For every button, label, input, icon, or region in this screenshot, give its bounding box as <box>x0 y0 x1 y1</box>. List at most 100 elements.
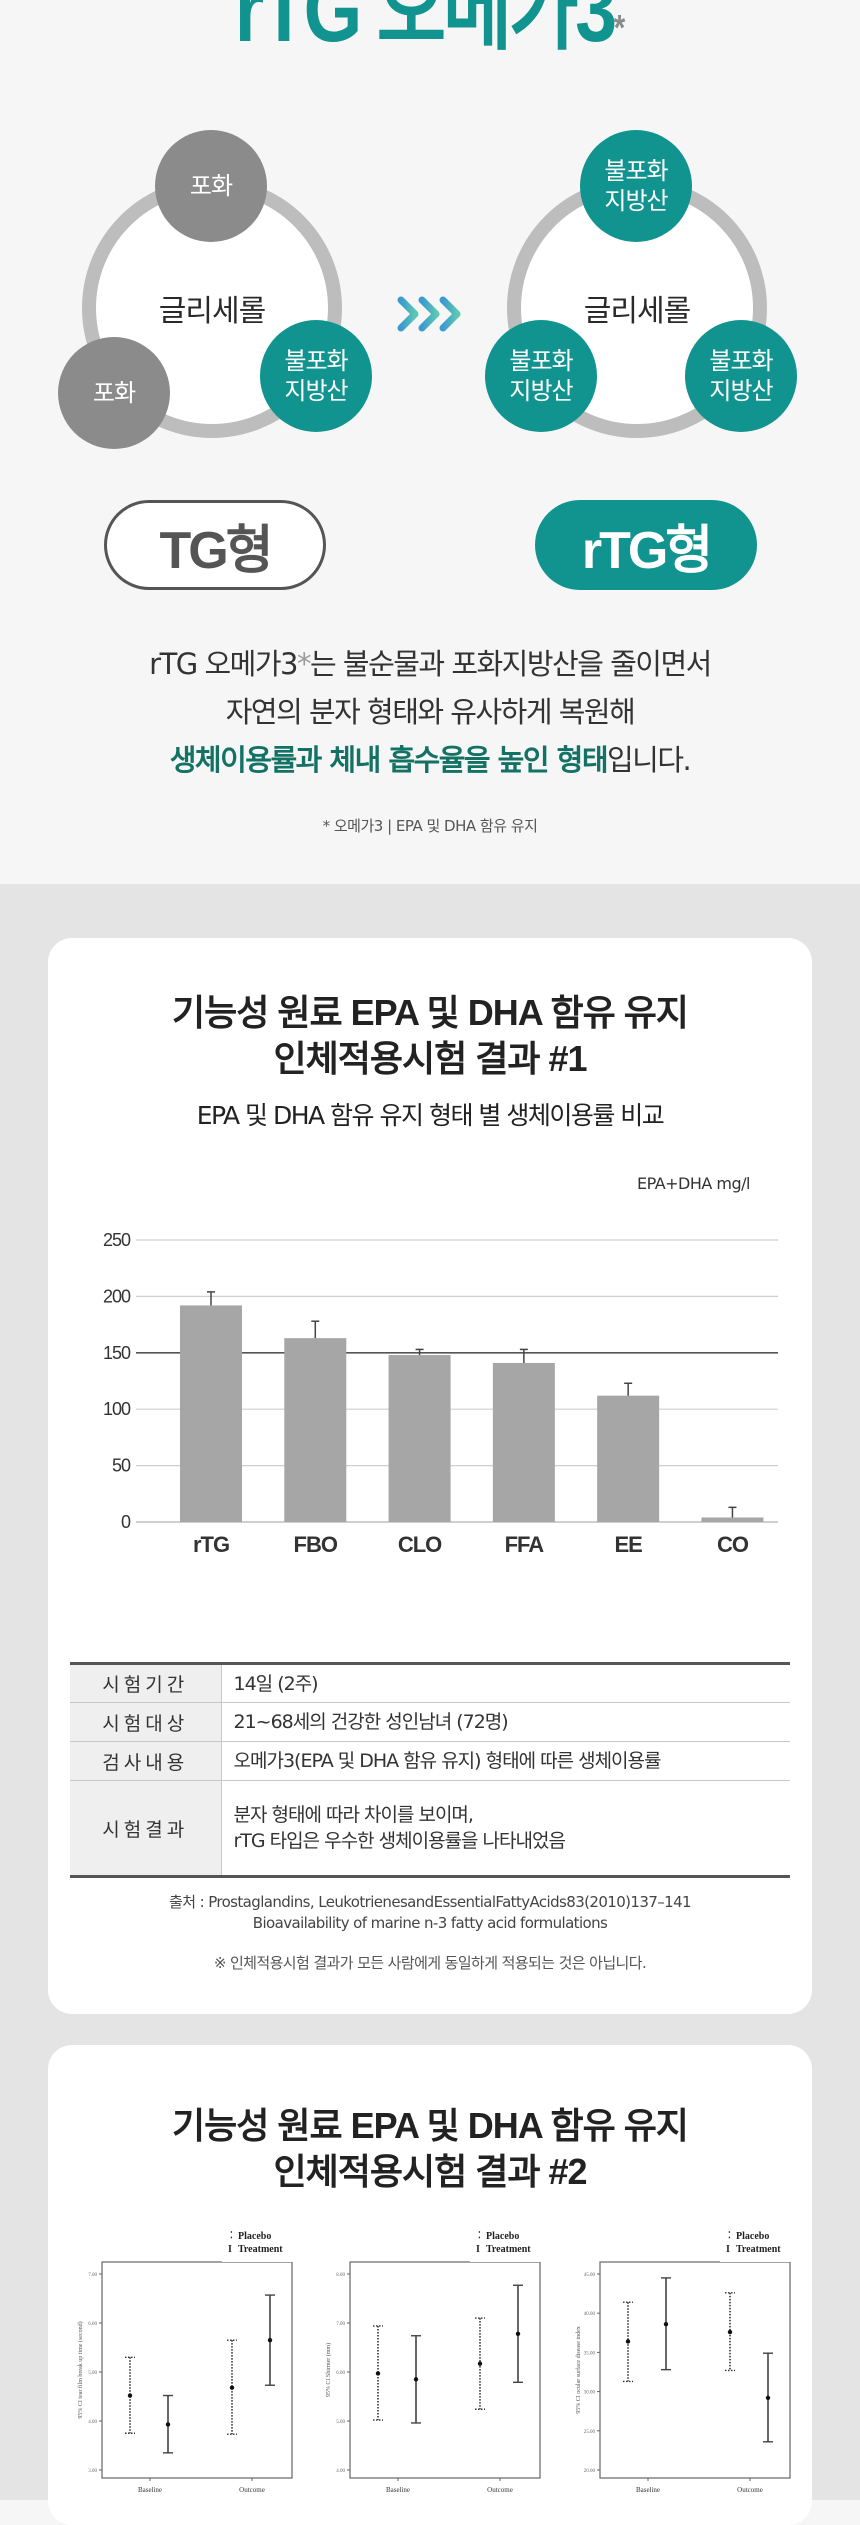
legend: ⁚ Placebo I Treatment <box>470 2226 550 2262</box>
card2-title-line2: 인체적용시험 결과 #2 <box>273 2151 587 2192</box>
chart-unit-label: EPA+DHA mg/l <box>636 1174 751 1193</box>
disclaimer-text: ※ 인체적용시험 결과가 모든 사람에게 동일하게 적용되는 것은 아닙니다. <box>213 1954 647 1972</box>
y-tick-label: 6.00 <box>88 2322 97 2327</box>
y-tick-label: 35.00 <box>584 2351 596 2356</box>
glycerol-label: 글리세롤 <box>583 294 691 329</box>
legend: ⁚ Placebo I Treatment <box>720 2226 800 2262</box>
y-axis-label: 95% CI Shirmer (mm) <box>325 2343 332 2397</box>
clinical-result-card-1: 기능성 원료 EPA 및 DHA 함유 유지 인체적용시험 결과 #1 EPA … <box>48 938 812 2014</box>
bar <box>284 1338 347 1522</box>
source-citation: 출처 : Prostaglandins, LeukotrienesandEsse… <box>48 1892 812 1934</box>
shirmer-ci-chart: ⁚ Placebo I Treatment 4.00 5.00 6.00 7.00 8.00 95… <box>325 2226 550 2494</box>
bar <box>180 1305 242 1522</box>
tg-type-badge: TG형 <box>104 500 326 590</box>
hero-title-asterisk: * <box>613 7 626 48</box>
y-axis-label: 95% CI ocular surface disease index <box>575 2326 582 2413</box>
osdi-ci-chart: ⁚ Placebo I Treatment 20.00 25.00 30.00 35.00 40… <box>575 2226 800 2494</box>
unsaturated-node: 불포화 지방산 <box>685 320 797 432</box>
y-tick-label: 50 <box>112 1456 131 1476</box>
x-category-label: CLO <box>398 1532 442 1557</box>
legend-treatment: Treatment <box>486 2244 531 2255</box>
ci-mean-point <box>663 2321 669 2327</box>
table-row: 시험기간 14일 (2주) <box>70 1663 790 1703</box>
x-category-label: FFA <box>505 1532 545 1557</box>
x-category-label: Baseline <box>636 2486 660 2494</box>
tear-film-ci-chart: ⁚ Placebo I Treatment 3.00 4.00 5.00 6.00 7.00 95… <box>77 2226 302 2494</box>
legend-placebo: Placebo <box>238 2231 271 2242</box>
x-category-label: Outcome <box>239 2486 265 2494</box>
table-row: 검사내용 오메가3(EPA 및 DHA 함유 유지) 형태에 따른 생체이용률 <box>70 1741 790 1781</box>
unsaturated-node: 불포화 지방산 <box>485 320 597 432</box>
svg-text:⁚: ⁚ <box>230 2230 233 2240</box>
source-line1: 출처 : Prostaglandins, LeukotrienesandEsse… <box>169 1893 692 1911</box>
rtg-type-badge: rTG형 <box>535 500 757 590</box>
y-tick-label: 7.00 <box>336 2322 345 2327</box>
y-tick-label: 150 <box>103 1343 131 1363</box>
ci-mean-point <box>375 2371 381 2376</box>
row-label: 시험결과 <box>70 1780 222 1877</box>
svg-text:I: I <box>228 2244 232 2255</box>
ci-mean-point <box>165 2422 171 2427</box>
y-tick-label: 8.00 <box>336 2273 345 2278</box>
card1-title: 기능성 원료 EPA 및 DHA 함유 유지 인체적용시험 결과 #1 <box>48 990 812 1082</box>
ci-mean-point <box>229 2385 235 2390</box>
y-tick-label: 30.00 <box>584 2391 596 2396</box>
y-tick-label: 4.00 <box>336 2469 345 2474</box>
svg-text:I: I <box>476 2244 480 2255</box>
desc-line1-b: 는 불순물과 포화지방산을 줄이면서 <box>309 647 712 681</box>
plot-frame <box>101 2261 293 2479</box>
rtg-structure-diagram: 글리세롤 불포화 지방산 불포화 지방산 불포화 지방산 <box>485 130 797 450</box>
bar <box>388 1355 451 1522</box>
saturated-node: 포화 <box>155 130 267 242</box>
y-tick-label: 250 <box>103 1230 131 1250</box>
ci-mean-point <box>127 2393 133 2398</box>
legend-placebo: Placebo <box>486 2231 519 2242</box>
unsaturated-node: 불포화 지방산 <box>580 130 692 242</box>
x-category-label: EE <box>614 1532 642 1557</box>
x-category-label: CO <box>717 1532 749 1557</box>
table-row: 시험대상 21~68세의 건강한 성인남녀 (72명) <box>70 1702 790 1742</box>
row-label: 시험기간 <box>70 1663 222 1703</box>
card2-title: 기능성 원료 EPA 및 DHA 함유 유지 인체적용시험 결과 #2 <box>48 2103 812 2195</box>
y-tick-label: 25.00 <box>584 2430 596 2435</box>
y-tick-label: 45.00 <box>584 2273 596 2278</box>
y-tick-label: 6.00 <box>336 2371 345 2376</box>
y-tick-label: 5.00 <box>336 2420 345 2425</box>
x-category-label: FBO <box>294 1532 338 1557</box>
bar <box>492 1362 555 1522</box>
legend: ⁚ Placebo I Treatment <box>222 2226 302 2262</box>
ci-mean-point <box>413 2377 419 2382</box>
clinical-result-card-2: 기능성 원료 EPA 및 DHA 함유 유지 인체적용시험 결과 #2 ⁚ Pla… <box>48 2045 812 2525</box>
y-tick-label: 200 <box>103 1286 131 1306</box>
y-tick-label: 100 <box>103 1399 131 1419</box>
glycerol-label: 글리세롤 <box>158 294 266 329</box>
saturated-node: 포화 <box>58 337 170 449</box>
bar <box>597 1395 660 1522</box>
tg-structure-diagram: 글리세롤 포화 포화 불포화 지방산 <box>58 130 372 450</box>
plot-frame <box>349 2261 541 2479</box>
card1-title-line2: 인체적용시험 결과 #1 <box>273 1038 587 1079</box>
desc-line1-a: rTG 오메가3 <box>149 647 298 681</box>
intro-section: rTG 오메가3* 글리세롤 포화 포화 불포화 지방산 글리세롤 불포화 지방… <box>0 0 860 884</box>
row-value: 오메가3(EPA 및 DHA 함유 유지) 형태에 따른 생체이용률 <box>221 1741 790 1781</box>
desc-highlight: 생체이용률과 체내 흡수율을 높인 형태 <box>169 743 609 777</box>
row-label: 시험대상 <box>70 1702 222 1742</box>
desc-asterisk: * <box>296 647 312 681</box>
unsaturated-node: 불포화 지방산 <box>260 320 372 432</box>
y-tick-label: 5.00 <box>88 2371 97 2376</box>
description-text: rTG 오메가3*는 불순물과 포화지방산을 줄이면서 자연의 분자 형태와 유… <box>0 640 860 784</box>
row-value: 21~68세의 건강한 성인남녀 (72명) <box>221 1702 790 1742</box>
omega3-footnote: * 오메가3 | EPA 및 DHA 함유 유지 <box>322 817 538 835</box>
x-category-label: rTG <box>193 1532 229 1557</box>
x-category-label: Baseline <box>138 2486 162 2494</box>
x-category-label: Baseline <box>386 2486 410 2494</box>
plot-frame <box>599 2261 791 2479</box>
source-line2: Bioavailability of marine n-3 fatty acid… <box>252 1914 608 1932</box>
card1-title-line1: 기능성 원료 EPA 및 DHA 함유 유지 <box>172 992 689 1033</box>
hero-title: rTG 오메가3* <box>77 0 782 60</box>
legend-treatment: Treatment <box>736 2244 781 2255</box>
x-category-label: Outcome <box>487 2486 513 2494</box>
card2-title-line1: 기능성 원료 EPA 및 DHA 함유 유지 <box>172 2105 689 2146</box>
svg-text:⁚: ⁚ <box>478 2230 481 2240</box>
bar <box>701 1517 764 1522</box>
